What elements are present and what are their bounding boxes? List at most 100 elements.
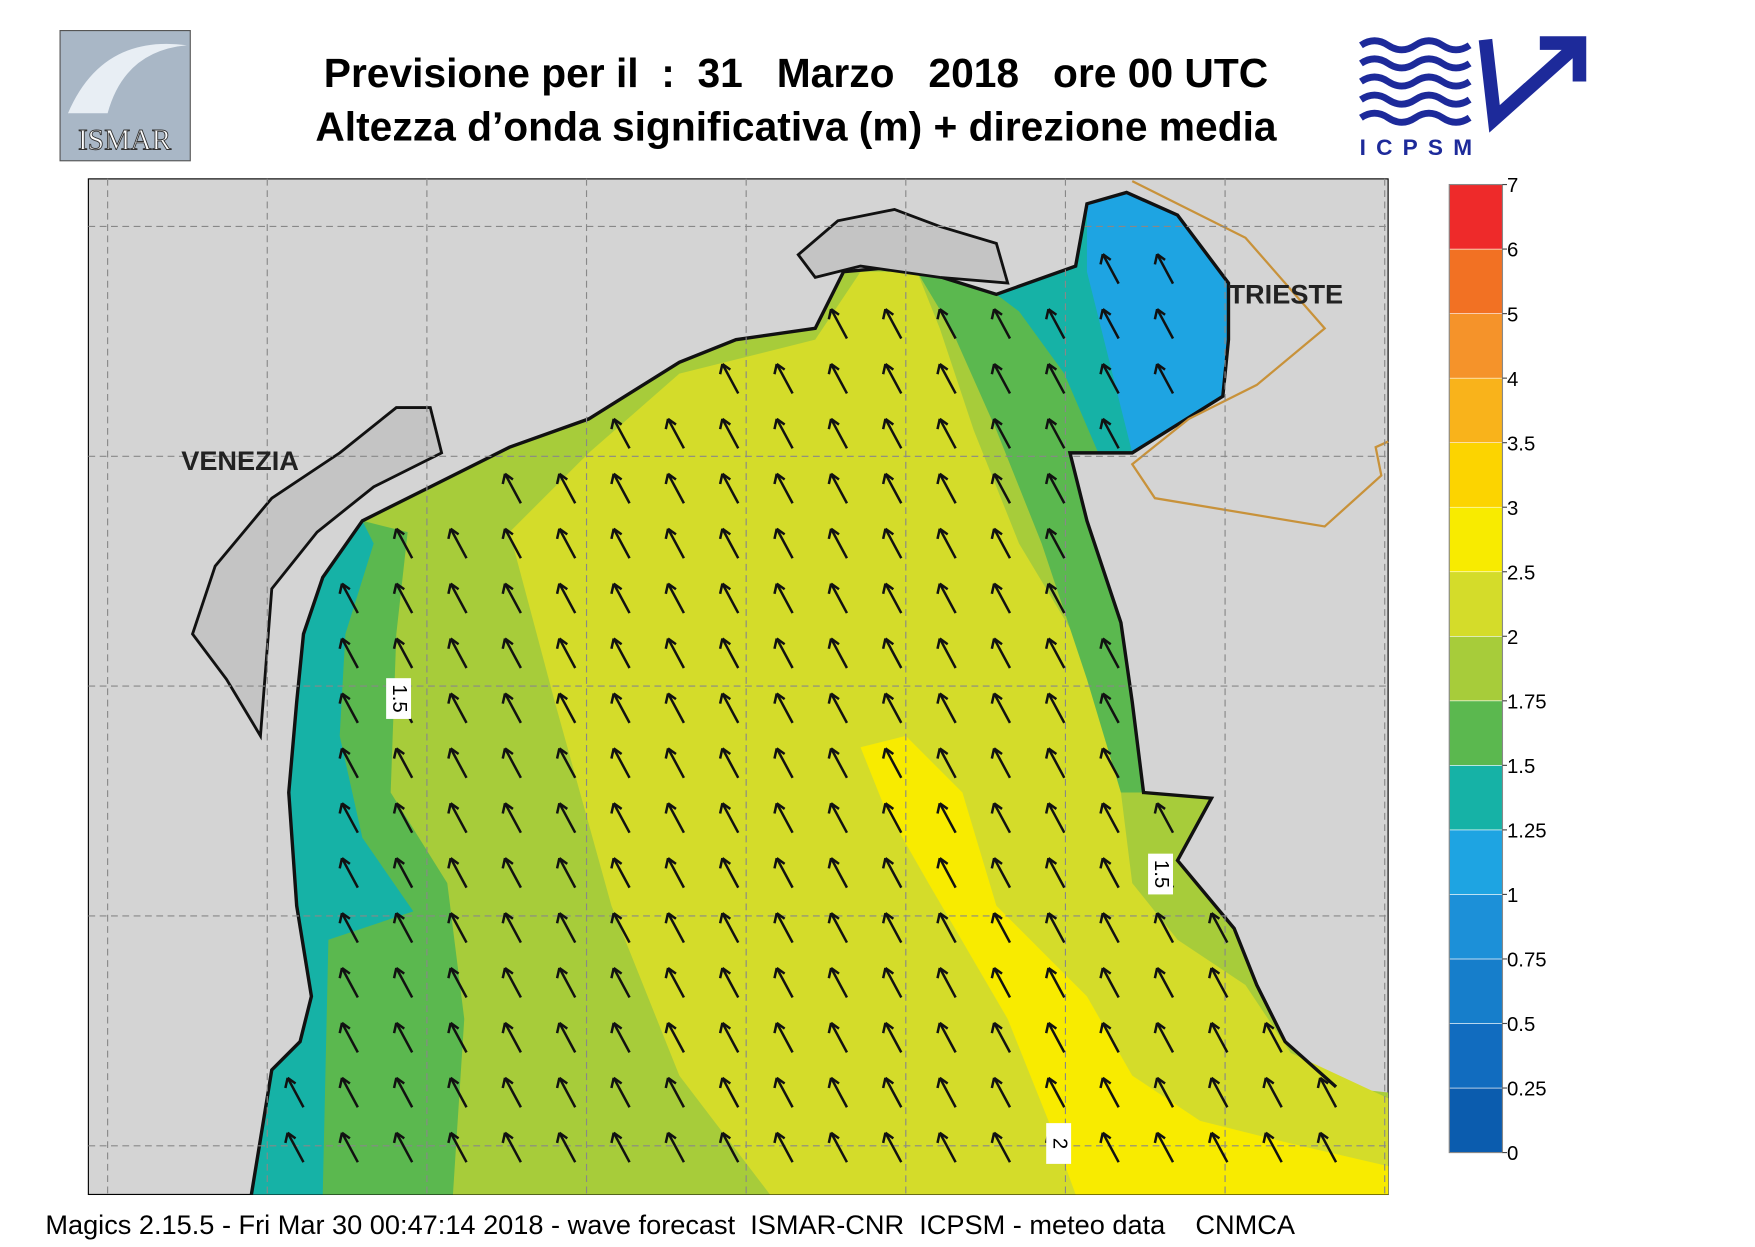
wave-arrow-head	[664, 857, 677, 869]
wave-arrow	[938, 528, 957, 559]
wave-arrow	[1047, 857, 1066, 889]
wave-arrow	[340, 912, 359, 944]
wave-arrow-head	[827, 582, 840, 595]
wave-arrow	[775, 1132, 794, 1163]
wave-arrow-head	[501, 966, 514, 979]
wave-arrow-head	[555, 637, 569, 650]
legend-label: 3	[1507, 498, 1518, 520]
wave-arrow-head	[610, 1021, 623, 1034]
wave-arrow	[558, 967, 577, 999]
wave-arrow	[558, 528, 577, 559]
wave-arrow-head	[773, 527, 786, 540]
wave-arrow	[884, 1077, 903, 1108]
wave-arrow-head	[827, 1131, 840, 1144]
wave-arrow	[775, 802, 794, 834]
wave-arrow-head	[501, 472, 514, 485]
wave-arrow	[1210, 967, 1229, 999]
wave-arrow	[721, 583, 740, 614]
wave-arrow-head	[718, 912, 732, 924]
wave-arrow	[721, 1022, 740, 1053]
wave-arrow	[612, 1077, 631, 1108]
wave-arrow	[612, 747, 631, 779]
wave-arrow-head	[664, 1131, 677, 1144]
wave-arrow	[938, 308, 957, 340]
legend-label: 1.25	[1507, 821, 1547, 843]
wave-arrow-head	[392, 582, 405, 595]
wave-arrow-head	[718, 362, 732, 375]
wave-arrow	[938, 363, 957, 395]
wave-arrow-head	[501, 582, 514, 595]
wave-arrow-head	[1044, 966, 1058, 979]
wave-arrow	[993, 308, 1012, 340]
wave-arrow	[1156, 1132, 1175, 1163]
wave-arrow-head	[555, 582, 569, 595]
wave-arrow-head	[284, 1131, 297, 1144]
wave-arrow	[884, 583, 903, 614]
wave-arrow	[666, 802, 685, 834]
wave-arrow	[1101, 967, 1120, 999]
wave-arrow-head	[827, 362, 840, 375]
wave-arrow-head	[1153, 802, 1166, 814]
wave-arrow-head	[610, 747, 623, 759]
wave-arrow	[829, 802, 849, 834]
wave-arrow-head	[990, 472, 1003, 485]
contour-label: 1.5	[388, 684, 410, 712]
wave-arrow-head	[827, 417, 840, 430]
wave-arrow	[558, 692, 577, 724]
legend-swatch	[1448, 1087, 1503, 1153]
logo-wave	[1359, 73, 1472, 90]
wave-arrow-head	[1208, 1131, 1221, 1144]
wave-arrow-head	[610, 966, 623, 979]
wave-arrow	[1319, 1132, 1338, 1163]
wave-arrow	[775, 967, 794, 999]
wave-arrow-head	[773, 966, 786, 979]
wave-arrow-head	[392, 1131, 405, 1144]
wave-arrow-head	[990, 1076, 1003, 1089]
wave-arrow-head	[338, 966, 351, 979]
wave-arrow-head	[392, 802, 405, 814]
wave-arrow	[395, 912, 414, 944]
wave-arrow	[938, 967, 957, 999]
wave-arrow	[1101, 692, 1120, 724]
wave-arrow-head	[773, 417, 786, 430]
wave-arrow	[1047, 583, 1066, 614]
wave-arrow	[884, 363, 903, 395]
wave-arrow-head	[827, 308, 840, 320]
wave-arrow-head	[664, 527, 677, 540]
wave-arrow-head	[1262, 1021, 1275, 1034]
wave-arrow	[340, 692, 359, 724]
legend-swatch	[1448, 636, 1503, 702]
wave-arrow	[666, 1077, 685, 1108]
wave-arrow-head	[881, 692, 895, 704]
wave-arrow	[558, 1077, 577, 1108]
wave-arrow	[503, 912, 522, 944]
wave-arrow-head	[718, 637, 732, 650]
wave-arrow	[884, 528, 903, 559]
wave-arrow	[1156, 967, 1175, 999]
contour-label: 1.5	[1150, 860, 1172, 888]
wave-arrow	[993, 528, 1012, 559]
wave-arrow	[1264, 1132, 1283, 1163]
wave-arrow-head	[501, 857, 514, 869]
legend-swatch	[1448, 765, 1503, 831]
legend-label: 1.75	[1507, 691, 1547, 713]
wave-arrow-head	[664, 637, 677, 650]
wave-arrow-head	[1208, 1021, 1221, 1034]
wave-arrow-head	[990, 857, 1003, 869]
wave-arrow	[721, 418, 740, 449]
logo-text: ICPSM	[1360, 135, 1483, 160]
wave-arrow-head	[990, 417, 1003, 430]
wave-arrow	[503, 473, 522, 504]
wave-arrow-head	[773, 802, 786, 814]
wave-arrow	[829, 692, 849, 724]
wave-arrow	[612, 802, 631, 834]
wave-arrow	[884, 473, 903, 504]
wave-arrow-head	[501, 1131, 514, 1144]
wave-arrow	[721, 747, 740, 779]
wave-arrow-head	[936, 857, 949, 869]
wave-arrow-head	[610, 527, 623, 540]
legend-swatch	[1448, 184, 1503, 250]
wave-arrow-head	[1099, 637, 1112, 650]
wave-arrow-head	[827, 857, 840, 869]
logo-wave	[1359, 37, 1472, 54]
